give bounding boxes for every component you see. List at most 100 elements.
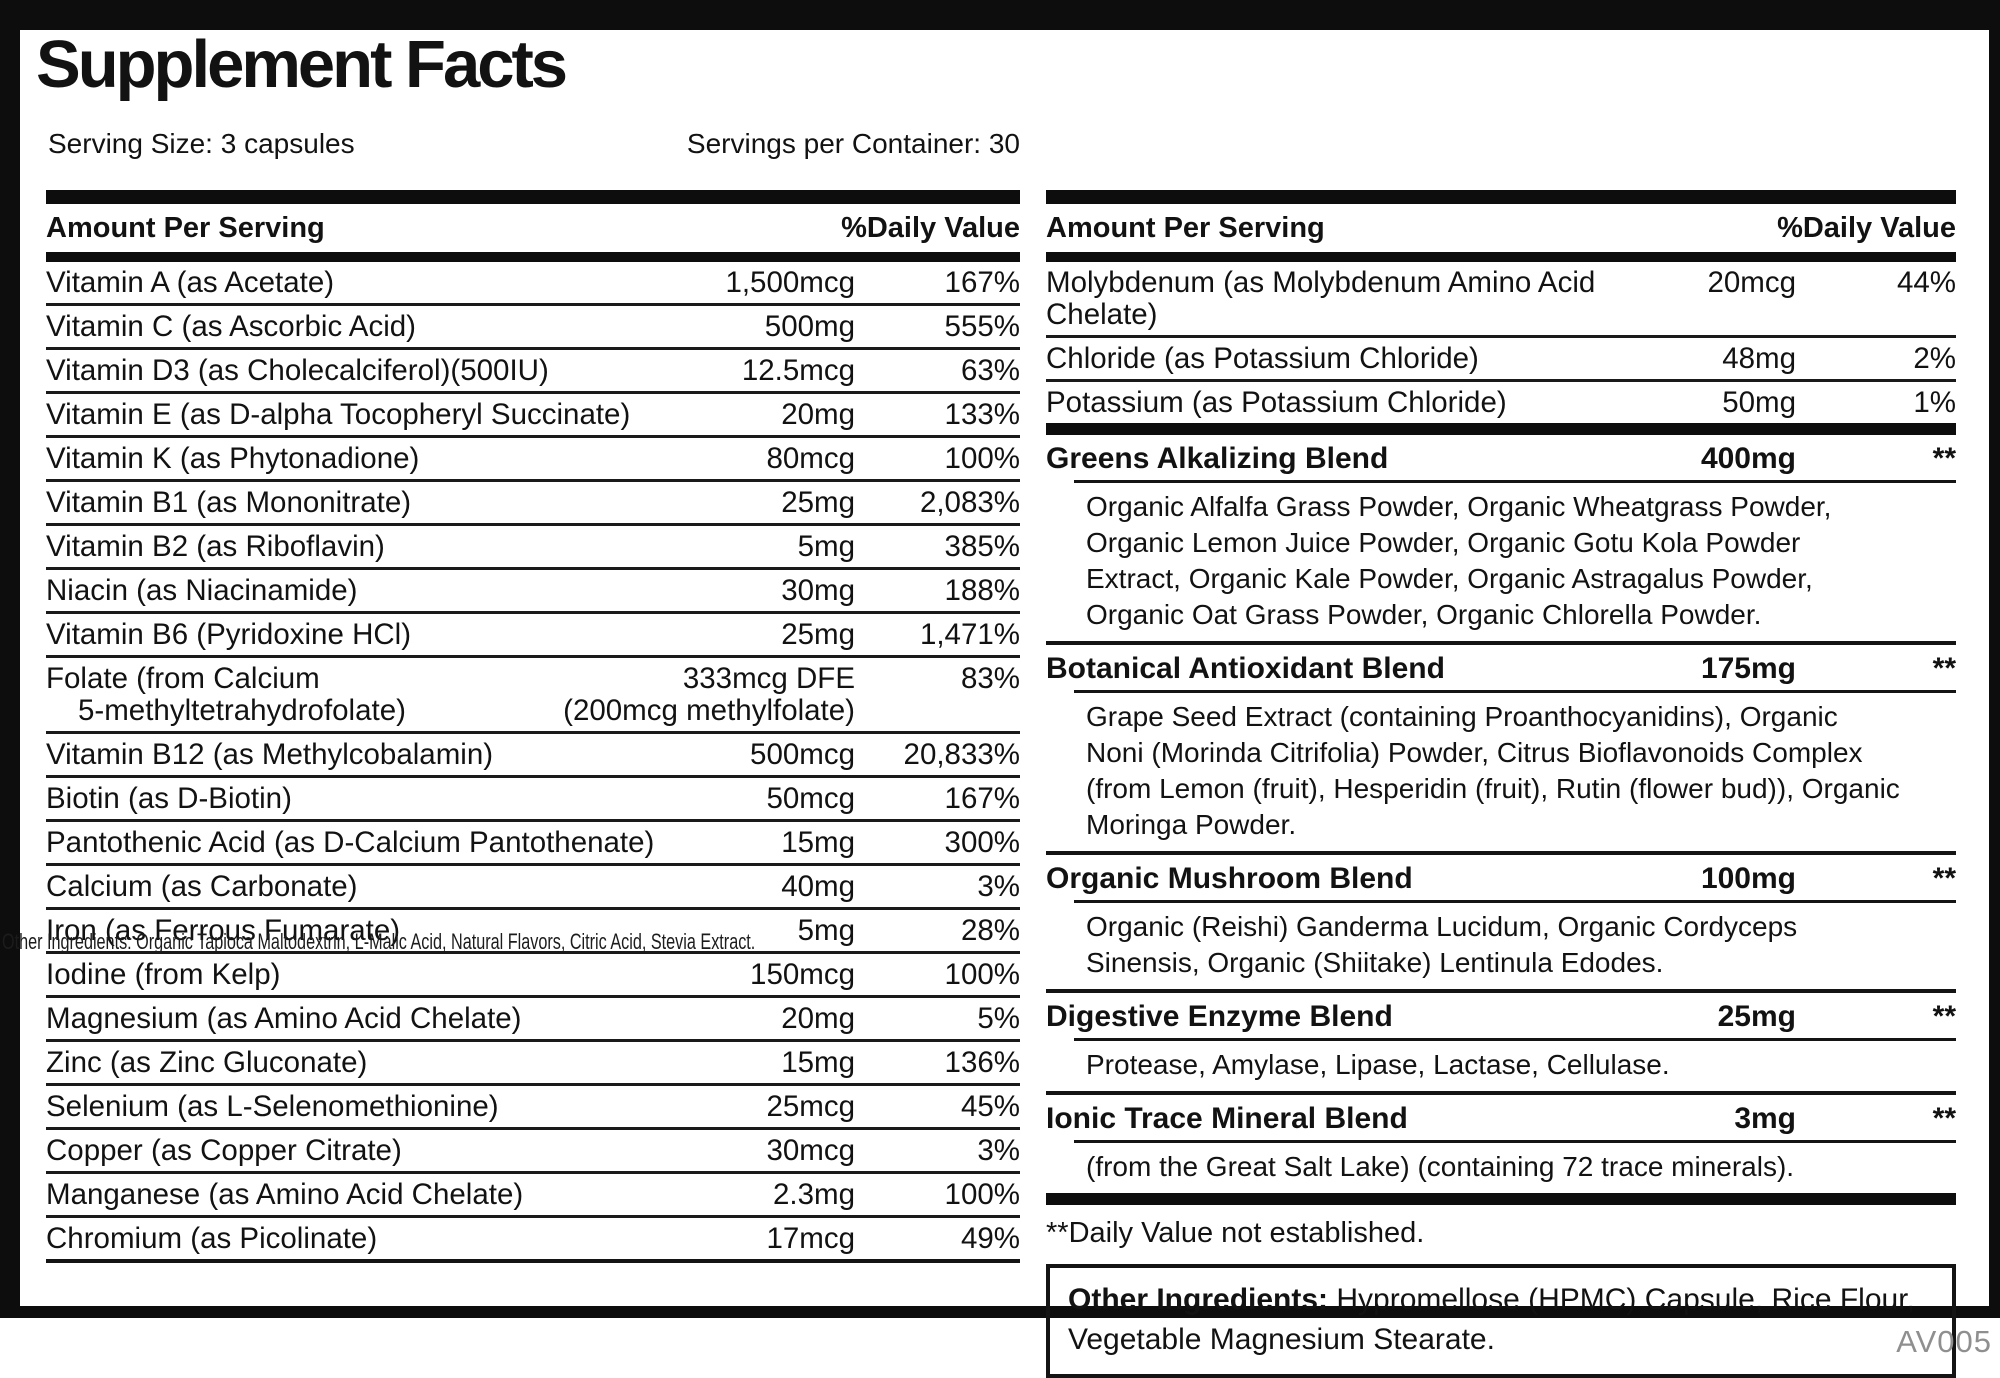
amount-per-serving-header: Amount Per Serving [1046, 212, 1325, 244]
nutrient-amount: 5mg [797, 530, 855, 563]
nutrient-name: Vitamin K (as Phytonadione) [46, 442, 420, 475]
blend-daily-value: ** [1932, 1102, 1956, 1135]
blend-section: Greens Alkalizing Blend 400mg ** Organic… [1046, 435, 1956, 645]
table-row: Vitamin K (as Phytonadione) 80mcg 100% [46, 438, 1020, 482]
daily-value-header: %Daily Value [1777, 212, 1956, 244]
left-facts-table: Amount Per Serving %Daily Value Vitamin … [46, 190, 1020, 1263]
table-row: Zinc (as Zinc Gluconate) 15mg 136% [46, 1042, 1020, 1086]
nutrient-daily-value: 20,833% [903, 738, 1020, 771]
left-table-header: Amount Per Serving %Daily Value [46, 204, 1020, 252]
table-rule-medium [46, 252, 1020, 262]
blend-sections: Greens Alkalizing Blend 400mg ** Organic… [1046, 435, 1956, 1193]
nutrient-daily-value: 188% [944, 574, 1020, 607]
table-row: Selenium (as L-Selenomethionine) 25mcg 4… [46, 1086, 1020, 1130]
serving-info: Serving Size: 3 capsules Servings per Co… [48, 128, 1020, 160]
table-row: Vitamin A (as Acetate) 1,500mcg 167% [46, 262, 1020, 306]
nutrient-daily-value: 133% [944, 398, 1020, 431]
nutrient-amount: 50mg [1722, 386, 1796, 419]
amount-per-serving-header: Amount Per Serving [46, 212, 325, 244]
nutrient-daily-value: 100% [944, 958, 1020, 991]
nutrient-amount: 30mcg [766, 1134, 855, 1167]
table-row: Chromium (as Picolinate) 17mcg 49% [46, 1218, 1020, 1259]
table-rule-thick [46, 190, 1020, 204]
nutrient-amount: 20mg [781, 398, 855, 431]
table-row: Potassium (as Potassium Chloride) 50mg 1… [1046, 382, 1956, 423]
nutrient-amount: 40mg [781, 870, 855, 903]
blend-header: Digestive Enzyme Blend 25mg ** [1046, 993, 1956, 1038]
nutrient-name: Manganese (as Amino Acid Chelate) [46, 1178, 524, 1211]
blend-ingredients: Organic (Reishi) Ganderma Lucidum, Organ… [1086, 911, 1798, 978]
blend-ingredients: Grape Seed Extract (containing Proanthoc… [1086, 701, 1900, 840]
blend-name: Digestive Enzyme Blend [1046, 1000, 1393, 1033]
table-row: Iron (as Ferrous Fumarate) 5mg 28% [46, 910, 1020, 954]
blend-daily-value: ** [1932, 442, 1956, 475]
nutrient-name: Iron (as Ferrous Fumarate) [46, 914, 401, 947]
nutrient-amount: 25mcg [766, 1090, 855, 1123]
nutrient-name: Vitamin B2 (as Riboflavin) [46, 530, 385, 563]
servings-per-container: Servings per Container: 30 [686, 128, 1020, 159]
daily-value-header: %Daily Value [841, 212, 1020, 244]
nutrient-daily-value: 45% [960, 1090, 1020, 1123]
nutrient-amount: 150mcg [750, 958, 855, 991]
blend-header-rule [1074, 1140, 1956, 1143]
nutrient-daily-value: 3% [977, 1134, 1020, 1167]
right-table-header: Amount Per Serving %Daily Value [1046, 204, 1956, 252]
blend-header-rule [1074, 1038, 1956, 1041]
blend-name: Botanical Antioxidant Blend [1046, 652, 1445, 685]
table-row: Magnesium (as Amino Acid Chelate) 20mg 5… [46, 998, 1020, 1042]
nutrient-name: Vitamin B6 (Pyridoxine HCl) [46, 618, 412, 651]
table-rule-medium [1046, 252, 1956, 262]
table-row: Vitamin E (as D-alpha Tocopheryl Succina… [46, 394, 1020, 438]
blend-header-rule [1074, 900, 1956, 903]
nutrient-name: Vitamin C (as Ascorbic Acid) [46, 310, 416, 343]
nutrient-amount: 20mcg [1707, 266, 1796, 299]
table-row: Vitamin B2 (as Riboflavin) 5mg 385% [46, 526, 1020, 570]
table-row: Biotin (as D-Biotin) 50mcg 167% [46, 778, 1020, 822]
table-row: Niacin (as Niacinamide) 30mg 188% [46, 570, 1020, 614]
right-facts-table: Amount Per Serving %Daily Value Molybden… [1046, 190, 1956, 1378]
blend-name: Ionic Trace Mineral Blend [1046, 1102, 1408, 1135]
nutrient-name: Magnesium (as Amino Acid Chelate) [46, 1002, 522, 1035]
nutrient-amount: 25mg [781, 618, 855, 651]
daily-value-footnote: **Daily Value not established. [1046, 1217, 1425, 1249]
nutrient-amount: 15mg [781, 826, 855, 859]
blend-header: Greens Alkalizing Blend 400mg ** [1046, 435, 1956, 480]
nutrient-daily-value: 28% [960, 914, 1020, 947]
blend-header-rule [1074, 690, 1956, 693]
blend-ingredients: (from the Great Salt Lake) (containing 7… [1086, 1151, 1795, 1182]
nutrient-amount: 1,500mcg [725, 266, 855, 299]
nutrient-amount: 12.5mcg [741, 354, 855, 387]
table-rule-thick [1046, 423, 1956, 435]
table-row: Molybdenum (as Molybdenum Amino Acid Che… [1046, 262, 1956, 338]
table-row: Vitamin D3 (as Cholecalciferol)(500IU) 1… [46, 350, 1020, 394]
blend-daily-value: ** [1932, 1000, 1956, 1033]
nutrient-name: Calcium (as Carbonate) [46, 870, 358, 903]
nutrient-daily-value: 100% [944, 442, 1020, 475]
nutrient-amount: 17mcg [766, 1222, 855, 1255]
blend-ingredients: Protease, Amylase, Lipase, Lactase, Cell… [1086, 1049, 1670, 1080]
nutrient-amount: 2.3mg [773, 1178, 855, 1211]
blend-amount: 25mg [1717, 1000, 1796, 1033]
blend-daily-value: ** [1932, 862, 1956, 895]
nutrient-daily-value: 44% [1896, 266, 1956, 299]
nutrient-amount: 80mcg [766, 442, 855, 475]
nutrient-daily-value: 136% [944, 1046, 1020, 1079]
table-row: Vitamin B6 (Pyridoxine HCl) 25mg 1,471% [46, 614, 1020, 658]
other-ingredients-label: Other Ingredients: [1068, 1283, 1329, 1316]
right-table-rows: Molybdenum (as Molybdenum Amino Acid Che… [1046, 262, 1956, 423]
nutrient-daily-value: 167% [944, 266, 1020, 299]
nutrient-daily-value: 300% [944, 826, 1020, 859]
nutrient-name: Potassium (as Potassium Chloride) [1046, 386, 1507, 419]
table-row: Manganese (as Amino Acid Chelate) 2.3mg … [46, 1174, 1020, 1218]
blend-section: Ionic Trace Mineral Blend 3mg ** (from t… [1046, 1095, 1956, 1193]
nutrient-daily-value: 2% [1913, 342, 1956, 375]
nutrient-name: Vitamin D3 (as Cholecalciferol)(500IU) [46, 354, 549, 387]
table-row: Vitamin B1 (as Mononitrate) 25mg 2,083% [46, 482, 1020, 526]
table-row: Folate (from Calcium 5-methyltetrahydrof… [46, 658, 1020, 734]
nutrient-amount: 500mg [764, 310, 855, 343]
other-ingredients-box: Other Ingredients: Hypromellose (HPMC) C… [1046, 1264, 1956, 1378]
table-rule-thick [1046, 190, 1956, 204]
nutrient-name: Selenium (as L-Selenomethionine) [46, 1090, 499, 1123]
blend-amount: 100mg [1700, 862, 1796, 895]
